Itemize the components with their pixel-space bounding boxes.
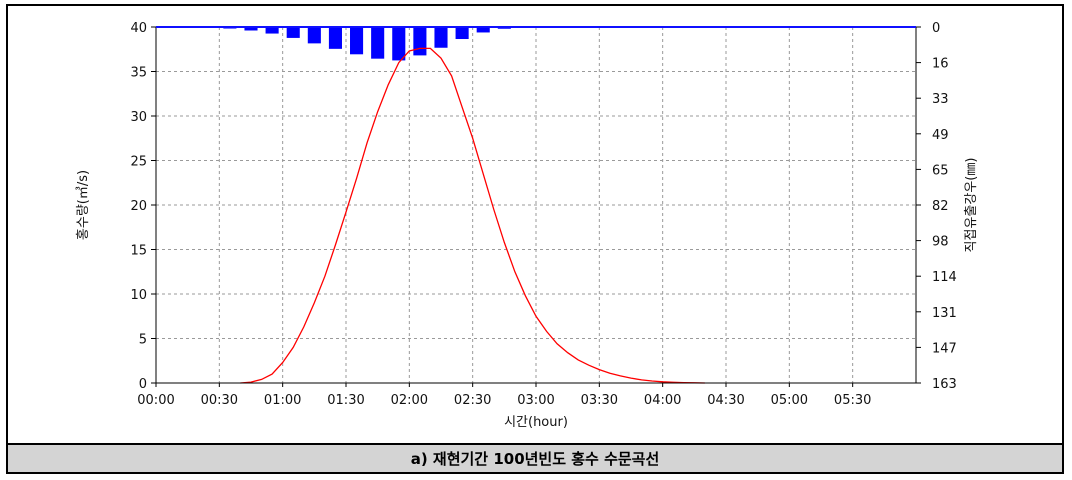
x-tick-label: 02:30 xyxy=(454,393,491,408)
right-y-tick-label: 131 xyxy=(932,306,957,321)
x-axis-title: 시간(hour) xyxy=(504,415,568,430)
rainfall-bar xyxy=(371,27,385,59)
rainfall-bar xyxy=(455,27,469,40)
right-y-tick-label: 49 xyxy=(932,128,949,143)
right-y-tick-label: 114 xyxy=(932,270,957,285)
x-tick-label: 03:00 xyxy=(517,393,554,408)
x-tick-label: 05:30 xyxy=(834,393,871,408)
right-y-tick-label: 98 xyxy=(932,235,949,250)
x-tick-label: 04:30 xyxy=(707,393,744,408)
left-y-tick-label: 10 xyxy=(130,288,147,303)
rainfall-bar xyxy=(476,27,490,33)
left-y-tick-label: 15 xyxy=(130,244,147,259)
figure-caption: a) 재현기간 100년빈도 홍수 수문곡선 xyxy=(410,450,660,468)
left-y-tick-label: 0 xyxy=(139,377,147,392)
rainfall-bar xyxy=(413,27,427,56)
left-y-axis-title: 홍수량(㎥/s) xyxy=(76,170,91,240)
rainfall-bar xyxy=(350,27,364,55)
left-y-tick-label: 5 xyxy=(139,333,147,348)
rainfall-bar xyxy=(286,27,300,38)
grid xyxy=(156,27,916,383)
left-y-tick-label: 30 xyxy=(130,110,147,125)
hydrograph-chart: 00:00 00:30 01:00 01:30 02:00 02:30 03:00 03:30… xyxy=(76,21,979,430)
x-tick-label: 02:00 xyxy=(391,393,428,408)
x-tick-label: 00:30 xyxy=(201,393,238,408)
rainfall-bar xyxy=(265,27,279,34)
rainfall-bar xyxy=(434,27,448,48)
axes xyxy=(151,26,921,387)
right-y-tick-label: 16 xyxy=(932,57,949,72)
rainfall-bar xyxy=(392,27,406,61)
x-tick-label: 01:00 xyxy=(264,393,301,408)
x-tick-label: 05:00 xyxy=(771,393,808,408)
right-y-tick-label: 0 xyxy=(932,21,940,36)
tick-labels: 00:00 00:30 01:00 01:30 02:00 02:30 03:00 03:30… xyxy=(130,21,956,408)
left-y-tick-label: 35 xyxy=(130,66,147,81)
right-y-tick-label: 163 xyxy=(932,377,957,392)
x-tick-label: 01:30 xyxy=(327,393,364,408)
x-tick-label: 03:30 xyxy=(581,393,618,408)
figure-frame: 00:00 00:30 01:00 01:30 02:00 02:30 03:00 03:30… xyxy=(6,4,1064,474)
right-y-tick-label: 65 xyxy=(932,163,949,178)
left-y-tick-label: 25 xyxy=(130,155,147,170)
caption-bar: a) 재현기간 100년빈도 홍수 수문곡선 xyxy=(8,443,1062,472)
right-y-axis-title: 직접유출강우(㎜) xyxy=(964,158,979,253)
x-tick-label: 04:00 xyxy=(644,393,681,408)
right-y-tick-label: 33 xyxy=(932,92,949,107)
right-y-tick-label: 147 xyxy=(932,341,957,356)
rainfall-bar xyxy=(307,27,321,44)
left-y-tick-label: 20 xyxy=(130,199,147,214)
x-tick-label: 00:00 xyxy=(137,393,174,408)
hydrograph-line xyxy=(240,47,705,384)
rainfall-bar xyxy=(244,27,258,31)
rainfall-bars xyxy=(160,27,912,61)
rainfall-bar xyxy=(328,27,342,49)
hydrograph-series xyxy=(240,47,705,384)
right-y-tick-label: 82 xyxy=(932,199,949,214)
left-y-tick-label: 40 xyxy=(130,21,147,36)
